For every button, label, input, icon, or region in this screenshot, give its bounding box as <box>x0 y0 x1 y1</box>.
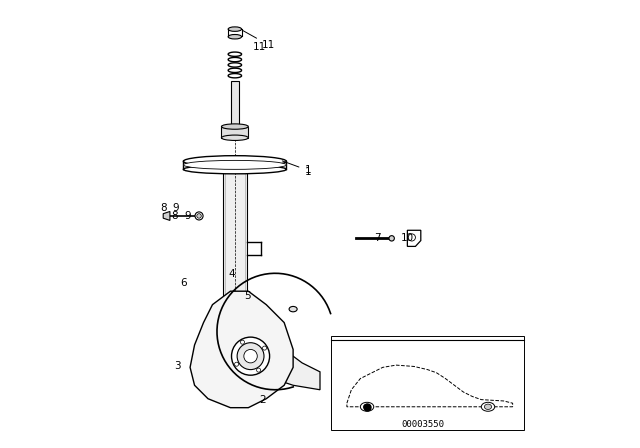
FancyBboxPatch shape <box>332 336 524 430</box>
Ellipse shape <box>257 368 260 372</box>
Text: 11: 11 <box>253 42 266 52</box>
Ellipse shape <box>289 306 297 312</box>
Text: 9: 9 <box>173 203 179 213</box>
Ellipse shape <box>195 212 203 220</box>
Polygon shape <box>217 327 320 390</box>
Ellipse shape <box>262 346 266 350</box>
FancyBboxPatch shape <box>221 127 248 138</box>
Text: 8: 8 <box>172 211 178 221</box>
FancyBboxPatch shape <box>231 81 239 125</box>
Text: 2: 2 <box>260 395 266 405</box>
Text: 1: 1 <box>305 168 311 177</box>
Ellipse shape <box>484 404 492 409</box>
Ellipse shape <box>221 135 248 141</box>
Text: 4: 4 <box>228 269 235 279</box>
Ellipse shape <box>481 402 495 411</box>
Ellipse shape <box>183 160 287 169</box>
Polygon shape <box>407 230 421 246</box>
Ellipse shape <box>389 236 394 241</box>
Polygon shape <box>190 291 293 408</box>
Ellipse shape <box>408 234 415 241</box>
Ellipse shape <box>364 404 371 409</box>
Text: 3: 3 <box>174 362 181 371</box>
Text: 8: 8 <box>160 203 167 213</box>
Text: 1: 1 <box>282 161 311 175</box>
Ellipse shape <box>221 124 248 129</box>
Text: 9: 9 <box>185 211 191 221</box>
Ellipse shape <box>235 362 239 366</box>
Polygon shape <box>163 211 170 220</box>
Text: 00003550: 00003550 <box>401 420 445 429</box>
Ellipse shape <box>228 34 242 39</box>
Ellipse shape <box>232 337 269 375</box>
Text: 7: 7 <box>374 233 380 243</box>
Text: 5: 5 <box>244 291 250 301</box>
Ellipse shape <box>183 155 287 167</box>
Text: 11: 11 <box>243 30 275 50</box>
Ellipse shape <box>183 165 287 174</box>
Text: 6: 6 <box>180 278 187 288</box>
Ellipse shape <box>244 349 257 363</box>
Polygon shape <box>347 365 513 407</box>
FancyBboxPatch shape <box>223 171 247 323</box>
Ellipse shape <box>237 343 264 370</box>
Ellipse shape <box>197 214 202 218</box>
Text: 10: 10 <box>401 233 414 243</box>
Ellipse shape <box>228 27 242 31</box>
Ellipse shape <box>241 340 244 344</box>
Ellipse shape <box>360 402 374 411</box>
